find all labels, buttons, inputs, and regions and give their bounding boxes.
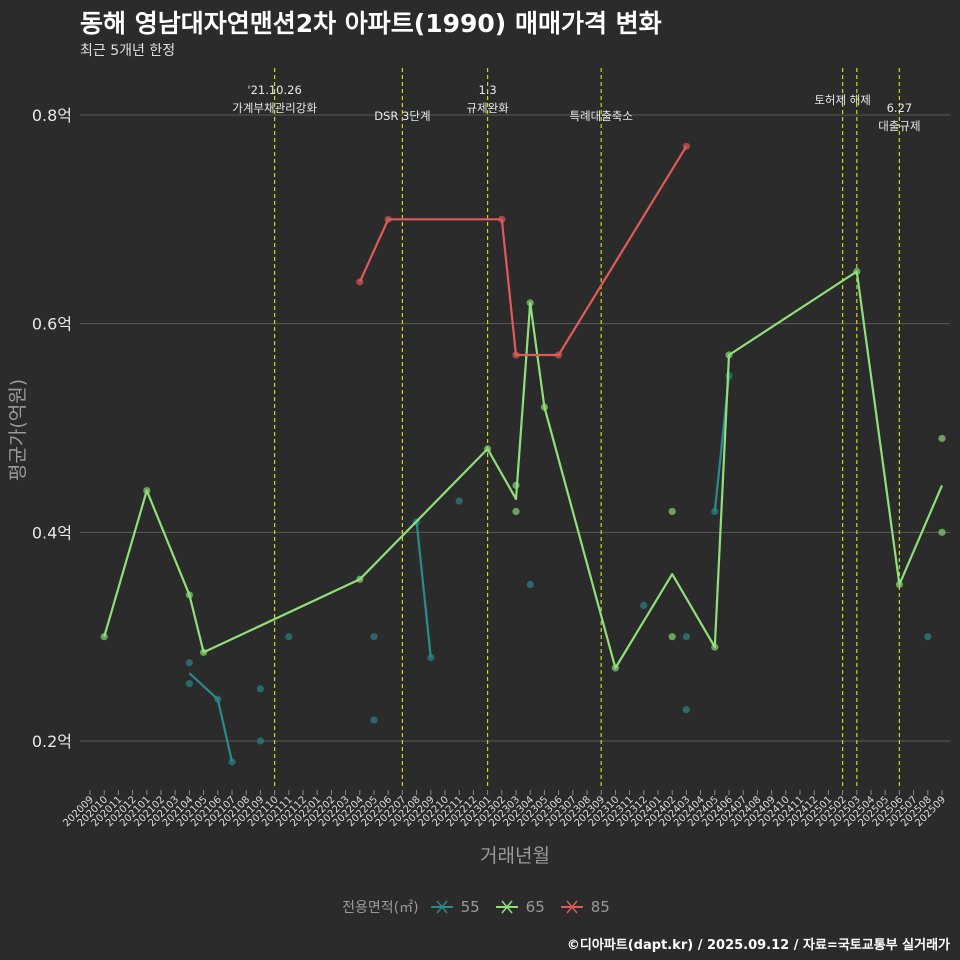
data-point-55 xyxy=(526,580,534,589)
data-point-85 xyxy=(555,351,563,359)
legend: 전용면적(㎡) 55 65 85 xyxy=(0,896,960,918)
data-point-65 xyxy=(853,267,861,276)
data-point-85 xyxy=(682,142,691,150)
data-point-65 xyxy=(356,575,364,583)
series-line-65 xyxy=(103,270,944,670)
data-point-65 xyxy=(725,351,733,359)
event-label: 토허제 해제 xyxy=(814,93,871,107)
data-point-65 xyxy=(711,643,719,651)
data-point-55 xyxy=(427,653,435,662)
data-point-65 xyxy=(540,403,549,411)
legend-key-65 xyxy=(495,900,518,914)
data-point-55 xyxy=(455,497,463,505)
legend-key-85 xyxy=(560,900,583,914)
data-point-65 xyxy=(512,507,520,516)
data-point-55 xyxy=(370,716,378,724)
data-point-65 xyxy=(938,528,946,536)
data-point-65 xyxy=(512,481,520,489)
data-point-65 xyxy=(895,580,904,589)
event-label: 규제완화 xyxy=(466,101,509,115)
event-label: '21.10.26 xyxy=(247,83,301,97)
y-axis-title: 평균가(억원) xyxy=(7,379,29,481)
chart-subtitle: 최근 5개년 한정 xyxy=(80,43,176,59)
y-tick-label: 0.6억 xyxy=(32,315,72,334)
y-tick-label: 0.4억 xyxy=(32,523,72,542)
legend-item-85: 85 xyxy=(559,898,610,916)
data-point-65 xyxy=(100,633,108,641)
data-point-65 xyxy=(143,487,151,495)
event-label: 대출규제 xyxy=(878,119,920,133)
data-point-55 xyxy=(285,633,293,641)
series-line-85 xyxy=(358,145,688,357)
data-point-85 xyxy=(384,215,392,223)
data-point-85 xyxy=(512,351,520,359)
data-point-65 xyxy=(185,591,193,599)
data-point-85 xyxy=(356,278,364,286)
y-tick-label: 0.2억 xyxy=(32,732,72,751)
data-point-55 xyxy=(256,737,264,745)
data-point-55 xyxy=(640,601,648,609)
data-point-55 xyxy=(370,633,378,641)
series-line-55 xyxy=(188,672,234,763)
data-point-55 xyxy=(185,659,193,667)
legend-label-55: 55 xyxy=(460,898,480,916)
data-point-55 xyxy=(711,507,719,516)
event-label: 1.3 xyxy=(478,83,496,97)
legend-item-55: 55 xyxy=(429,898,480,916)
source-caption: ©디아파트(dapt.kr) / 2025.09.12 / 자료=국토교통부 실… xyxy=(566,938,950,953)
event-label: 특례대출축소 xyxy=(569,109,632,123)
data-point-65 xyxy=(611,664,620,672)
legend-label-85: 85 xyxy=(590,898,610,916)
legend-key-55 xyxy=(430,900,453,914)
data-point-55 xyxy=(228,758,236,766)
chart-title: 동해 영남대자연맨션2차 아파트(1990) 매매가격 변화 xyxy=(80,9,662,38)
data-point-55 xyxy=(214,695,222,703)
legend-title: 전용면적(㎡) xyxy=(342,900,419,916)
event-label: DSR 3단계 xyxy=(374,109,430,123)
data-point-65 xyxy=(938,434,946,443)
y-tick-label: 0.8억 xyxy=(32,106,72,125)
data-point-65 xyxy=(526,299,534,307)
data-point-85 xyxy=(498,215,506,223)
data-point-65 xyxy=(668,633,676,641)
series-line-55 xyxy=(415,521,432,658)
legend-item-65: 65 xyxy=(494,898,545,916)
legend-label-65: 65 xyxy=(525,898,545,916)
data-point-55 xyxy=(185,680,193,688)
event-label: 6.27 xyxy=(887,101,913,115)
data-point-55 xyxy=(682,633,691,641)
data-point-55 xyxy=(256,685,264,693)
data-point-65 xyxy=(668,507,676,516)
data-point-55 xyxy=(682,706,691,714)
data-point-65 xyxy=(200,648,208,656)
event-label: 가계부채관리강화 xyxy=(232,101,317,115)
data-point-55 xyxy=(924,633,932,641)
x-axis-title: 거래년월 xyxy=(480,845,550,867)
data-point-65 xyxy=(484,445,492,453)
